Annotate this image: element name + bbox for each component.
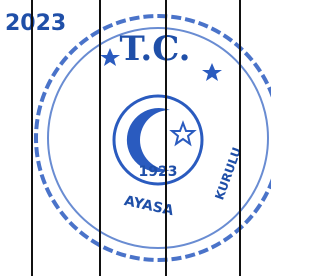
seal-top-text: T.C. — [119, 29, 190, 69]
year-text: 2023 — [5, 11, 66, 36]
stamp-photo: 2023 T.C. 1923 AYASA KURULU — [0, 0, 271, 276]
seal-center-text: 1923 — [139, 164, 178, 180]
page: {"year_text": "2023", "seal": {"top": "T… — [0, 0, 320, 276]
